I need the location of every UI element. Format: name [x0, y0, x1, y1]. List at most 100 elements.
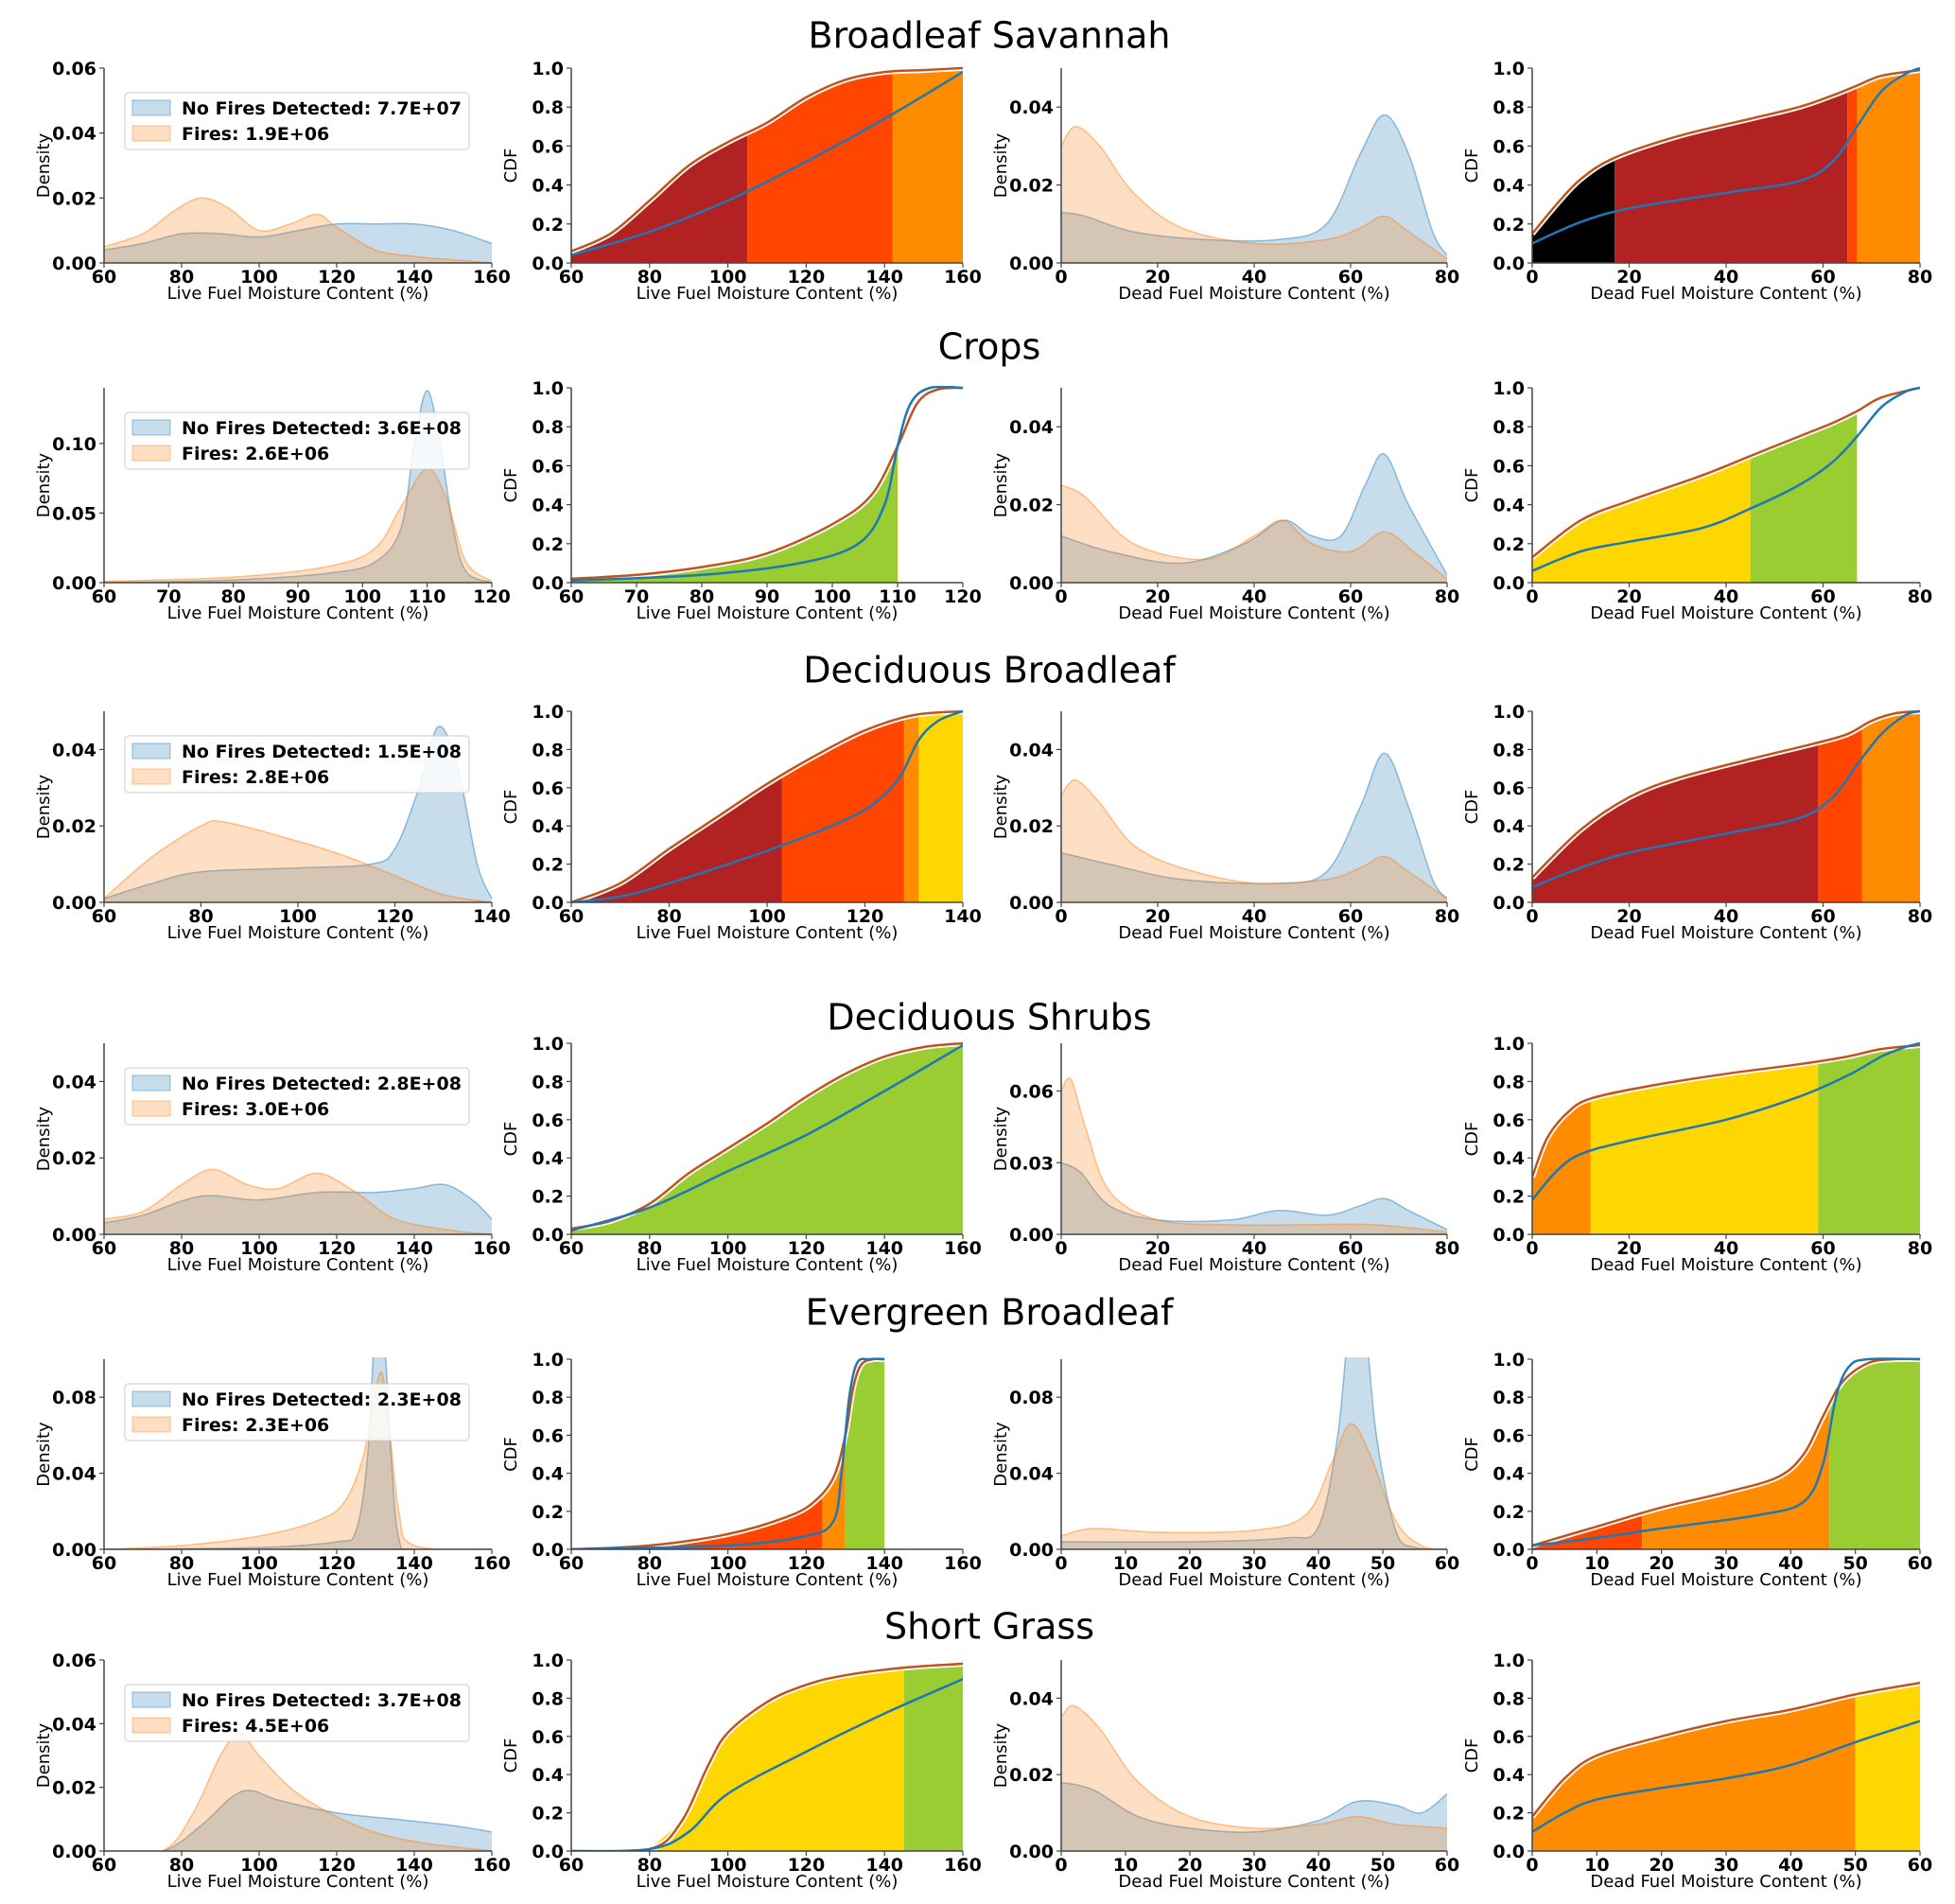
fire-density-area — [1061, 485, 1447, 583]
plot-area — [571, 66, 963, 263]
y-tick-label: 0.04 — [1009, 97, 1054, 118]
plot-area — [104, 725, 492, 902]
y-tick-label: 0.04 — [52, 1714, 96, 1735]
fire-density-line — [1061, 1423, 1447, 1549]
x-tick-label: 120 — [473, 586, 511, 607]
y-axis-label: CDF — [501, 1738, 521, 1773]
plot-area — [571, 386, 963, 583]
y-axis-label: Density — [34, 1106, 54, 1171]
y-tick-label: 0.2 — [1492, 1502, 1525, 1523]
y-tick-label: 0.6 — [532, 136, 564, 157]
y-tick-label: 0.00 — [1009, 1225, 1054, 1246]
x-tick-label: 60 — [1338, 267, 1363, 288]
cdf-band — [1855, 1683, 1920, 1851]
x-axis-label: Live Fuel Moisture Content (%) — [167, 1255, 429, 1275]
x-tick-label: 100 — [240, 1238, 278, 1259]
x-tick-label: 30 — [1714, 1553, 1738, 1574]
fire-density-line — [1061, 1076, 1447, 1233]
y-tick-label: 0.8 — [1492, 740, 1525, 760]
cdf-band — [781, 718, 904, 902]
x-tick-label: 140 — [395, 1855, 433, 1876]
x-tick-label: 20 — [1649, 1553, 1673, 1574]
y-tick-label: 0.6 — [1492, 1425, 1525, 1446]
y-tick-label: 0.8 — [532, 417, 564, 438]
fire-density-area — [104, 198, 492, 263]
x-tick-label: 60 — [1435, 1855, 1459, 1876]
x-tick-label: 80 — [1908, 1238, 1932, 1259]
x-tick-label: 80 — [169, 267, 194, 288]
y-tick-label: 0.8 — [1492, 97, 1525, 118]
y-tick-label: 0.08 — [1009, 1388, 1054, 1408]
fire-density-line — [104, 1732, 492, 1851]
x-tick-label: 20 — [1145, 586, 1170, 607]
x-tick-label: 40 — [1242, 1238, 1266, 1259]
y-tick-label: 0.4 — [1492, 1765, 1525, 1786]
x-tick-label: 20 — [1649, 1855, 1673, 1876]
no-fire-density-line — [1061, 1781, 1447, 1833]
y-axis-label: CDF — [501, 1437, 521, 1472]
x-tick-label: 60 — [559, 586, 584, 607]
plot-area — [571, 1041, 963, 1234]
fire-cdf-line — [571, 709, 963, 902]
x-tick-label: 0 — [1526, 267, 1538, 288]
x-tick-label: 60 — [92, 906, 116, 927]
plot-area — [571, 1661, 963, 1851]
y-tick-label: 0.4 — [532, 176, 564, 197]
row-title: Deciduous Shrubs — [827, 997, 1151, 1039]
y-tick-label: 0.0 — [532, 1842, 564, 1862]
x-tick-label: 100 — [240, 1553, 278, 1574]
y-tick-label: 0.00 — [52, 893, 96, 914]
legend-entry-no-fire: No Fires Detected: 2.3E+08 — [182, 1389, 462, 1410]
cdf-band — [1750, 410, 1858, 583]
y-tick-label: 0.4 — [1492, 1464, 1525, 1485]
x-tick-label: 20 — [1145, 906, 1170, 927]
y-tick-label: 0.8 — [532, 1688, 564, 1709]
fire-cdf-halo — [571, 386, 963, 582]
x-tick-label: 80 — [637, 1553, 662, 1574]
x-tick-label: 160 — [944, 1553, 982, 1574]
x-tick-label: 80 — [1435, 586, 1459, 607]
x-tick-label: 100 — [709, 1855, 747, 1876]
x-tick-label: 70 — [624, 586, 649, 607]
y-axis-label: CDF — [501, 1122, 521, 1157]
x-tick-label: 20 — [1178, 1855, 1202, 1876]
y-tick-label: 0.02 — [1009, 496, 1054, 516]
x-tick-label: 140 — [865, 1855, 903, 1876]
panel-dead-density: 0 20 40 60 80 0.00 0.03 0.06 Dead Fuel Moisture … — [991, 1043, 1459, 1275]
x-tick-label: 60 — [1810, 1238, 1835, 1259]
no-fire-cdf-line — [571, 1678, 963, 1851]
legend: No Fires Detected: 3.6E+08 Fires: 2.6E+06 — [124, 411, 470, 470]
fire-cdf-line — [1532, 1043, 1920, 1178]
y-tick-label: 0.06 — [52, 1651, 96, 1671]
x-tick-label: 20 — [1178, 1553, 1202, 1574]
y-axis-label: Density — [34, 1722, 54, 1788]
y-tick-label: 0.04 — [1009, 1464, 1054, 1485]
plot-area — [104, 197, 492, 263]
legend-box — [124, 735, 470, 794]
fire-density-area — [1061, 779, 1447, 902]
y-tick-label: 0.00 — [1009, 1540, 1054, 1561]
x-tick-label: 100 — [748, 906, 786, 927]
cdf-band — [1847, 85, 1858, 263]
no-fire-density-area — [104, 1790, 492, 1851]
x-axis-label: Dead Fuel Moisture Content (%) — [1590, 1872, 1861, 1892]
fire-density-line — [104, 1168, 492, 1234]
fire-density-line — [104, 197, 492, 263]
cdf-band — [1532, 1694, 1856, 1851]
x-tick-label: 0 — [1526, 1855, 1538, 1876]
x-tick-label: 0 — [1055, 267, 1067, 288]
x-axis-label: Dead Fuel Moisture Content (%) — [1590, 1570, 1861, 1590]
plot-area — [1532, 386, 1920, 583]
x-tick-label: 160 — [473, 1238, 511, 1259]
x-tick-label: 120 — [847, 906, 884, 927]
x-tick-label: 60 — [559, 1855, 584, 1876]
x-tick-label: 80 — [188, 906, 213, 927]
y-tick-label: 0.0 — [1492, 1842, 1525, 1862]
plot-area — [1532, 709, 1920, 902]
cdf-band — [1857, 70, 1920, 263]
panel-live-density: 60 80 100 120 140 160 0.00 0.02 0.04 0.06 Live Fue… — [34, 59, 511, 304]
plot-area — [1061, 752, 1447, 902]
x-tick-label: 100 — [240, 1855, 278, 1876]
legend-entry-no-fire: No Fires Detected: 2.8E+08 — [182, 1074, 462, 1094]
